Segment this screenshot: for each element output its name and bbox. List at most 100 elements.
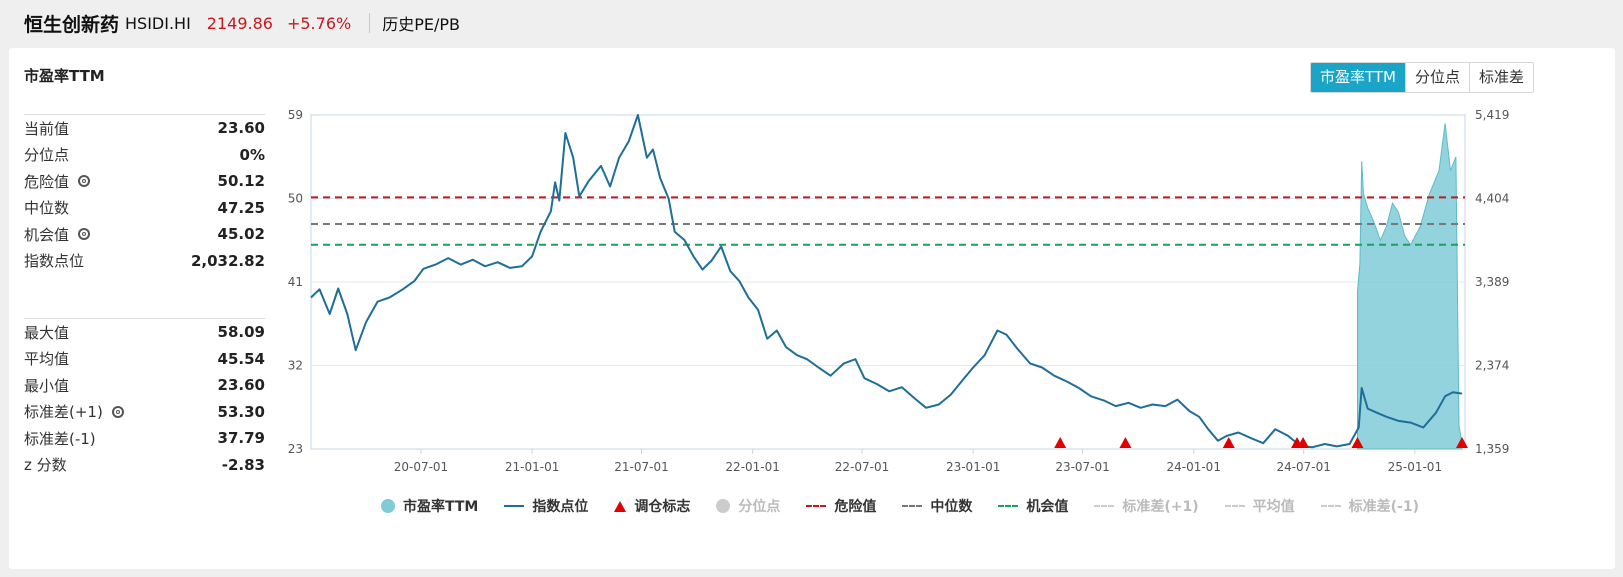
metric-toggle: 市盈率TTM 分位点 标准差 (1310, 62, 1535, 93)
stat-value: 53.30 (217, 402, 265, 421)
stat-value: 58.09 (217, 323, 265, 342)
toggle-pe-ttm[interactable]: 市盈率TTM (1311, 63, 1406, 92)
stat-row: 最大值 58.09 (24, 319, 265, 346)
header-bar: 恒生创新药 HSIDI.HI 2149.86 +5.76% 历史PE/PB (0, 0, 1623, 46)
legend-label: 分位点 (738, 499, 781, 515)
x-tick-label: 20-07-01 (394, 460, 448, 474)
legend-swatch-icon (1224, 505, 1245, 507)
legend-swatch-icon (381, 499, 395, 513)
x-tick-label: 24-07-01 (1276, 460, 1330, 474)
stat-label-text: 最大值 (24, 323, 70, 342)
stat-row: z 分数 -2.83 (24, 452, 265, 479)
y-tick-label-left: 23 (288, 442, 303, 456)
legend-item[interactable]: 机会值 (998, 496, 1068, 516)
chart-legend: 市盈率TTM 指数点位 调仓标志 分位点 危险值 中位数 机会值 标准差(+1) 平均值 标准差(… (381, 496, 1445, 516)
pe-ttm-area (1357, 123, 1463, 450)
stat-label: 最大值 (24, 322, 69, 343)
legend-swatch-icon (806, 505, 827, 507)
pe-chart: 23 1,359 32 2,374 41 3,389 50 4,404 59 5,419 20-07… (288, 108, 1510, 474)
stat-row: 标准差(+1) 53.30 (24, 399, 265, 426)
x-tick-label: 23-01-01 (946, 460, 1000, 474)
stat-label: 分位点 (24, 144, 69, 165)
stat-label-text: 指数点位 (24, 252, 85, 271)
x-tick-label: 21-07-01 (614, 460, 668, 474)
panel-title: 市盈率TTM (24, 67, 105, 85)
legend-swatch-icon (1094, 505, 1115, 507)
y-tick-label-left: 50 (288, 192, 303, 206)
stat-value: 23.60 (217, 376, 265, 395)
stat-value: -2.83 (221, 455, 265, 474)
stat-label: 标准差(-1) (24, 428, 96, 449)
legend-label: 指数点位 (532, 499, 589, 515)
y-tick-label-right: 1,359 (1475, 442, 1509, 456)
stat-label: 指数点位 (24, 250, 84, 271)
stat-label-text: 标准差(+1) (24, 403, 103, 422)
legend-label: 中位数 (930, 499, 973, 515)
stat-value: 50.12 (217, 172, 265, 191)
stat-label: 中位数 (24, 197, 69, 218)
stat-value: 37.79 (217, 429, 265, 448)
pe-panel: 市盈率TTM 市盈率TTM 分位点 标准差 当前值 23.60 分位点 0% 危险值 50… (9, 48, 1615, 569)
stat-label-text: 机会值 (24, 225, 70, 244)
x-tick-label: 25-01-01 (1388, 460, 1442, 474)
legend-item[interactable]: 调仓标志 (614, 496, 690, 516)
stat-value: 45.02 (217, 225, 265, 244)
legend-item[interactable]: 分位点 (716, 496, 780, 516)
stat-row: 机会值 45.02 (24, 221, 265, 248)
rebalance-marker (1119, 437, 1132, 448)
legend-item[interactable]: 市盈率TTM (381, 496, 478, 516)
stat-label: 最小值 (24, 375, 69, 396)
gear-icon[interactable] (78, 175, 91, 188)
legend-swatch-icon (504, 505, 525, 507)
stat-value: 47.25 (217, 198, 265, 217)
stat-value: 23.60 (217, 119, 265, 138)
stat-label: 平均值 (24, 348, 69, 369)
stat-label: 危险值 (24, 171, 91, 192)
legend-item[interactable]: 指数点位 (504, 496, 588, 516)
stat-label: z 分数 (24, 454, 67, 475)
stat-value: 45.54 (217, 349, 265, 368)
stat-label-text: 标准差(-1) (24, 429, 96, 448)
y-tick-label-left: 32 (288, 359, 303, 373)
divider (369, 13, 371, 33)
legend-label: 危险值 (834, 499, 877, 515)
stat-label-text: 分位点 (24, 146, 70, 165)
legend-item[interactable]: 平均值 (1224, 496, 1295, 516)
stat-row: 标准差(-1) 37.79 (24, 425, 265, 452)
y-tick-label-right: 2,374 (1475, 359, 1509, 373)
rebalance-marker (1054, 437, 1067, 448)
stat-label-text: 危险值 (24, 172, 70, 191)
rebalance-marker (1351, 437, 1364, 448)
x-tick-label: 23-07-01 (1055, 460, 1109, 474)
x-tick-label: 21-01-01 (505, 460, 559, 474)
x-tick-label: 22-01-01 (725, 460, 779, 474)
stat-label: 机会值 (24, 224, 91, 245)
index-change: +5.76% (286, 13, 352, 33)
toggle-percentile[interactable]: 分位点 (1405, 63, 1470, 92)
legend-label: 平均值 (1252, 499, 1295, 515)
toggle-stddev[interactable]: 标准差 (1469, 63, 1534, 92)
y-tick-label-right: 3,389 (1475, 275, 1509, 289)
gear-icon[interactable] (111, 405, 124, 418)
stat-label-text: 中位数 (24, 199, 70, 218)
legend-item[interactable]: 危险值 (806, 496, 876, 516)
y-tick-label-left: 59 (288, 108, 303, 122)
x-tick-label: 24-01-01 (1166, 460, 1220, 474)
legend-swatch-icon (716, 499, 731, 513)
stat-row: 当前值 23.60 (24, 115, 265, 142)
legend-item[interactable]: 标准差(-1) (1320, 496, 1419, 516)
gear-icon[interactable] (78, 228, 91, 241)
stats-history: 最大值 58.09 平均值 45.54 最小值 23.60 标准差(+1) 53.30 标准差(… (24, 318, 265, 478)
tab-history-pe-pb[interactable]: 历史PE/PB (382, 15, 460, 34)
legend-label: 机会值 (1026, 499, 1069, 515)
index-name: 恒生创新药 (24, 13, 120, 36)
legend-label: 调仓标志 (634, 499, 691, 515)
legend-item[interactable]: 中位数 (902, 496, 972, 516)
stat-label-text: 平均值 (24, 350, 70, 369)
index-price: 2149.86 (206, 13, 273, 33)
legend-swatch-icon (902, 505, 923, 507)
stat-value: 2,032.82 (190, 251, 265, 270)
stat-row: 平均值 45.54 (24, 346, 265, 373)
index-line (310, 114, 1463, 449)
legend-item[interactable]: 标准差(+1) (1094, 496, 1199, 516)
